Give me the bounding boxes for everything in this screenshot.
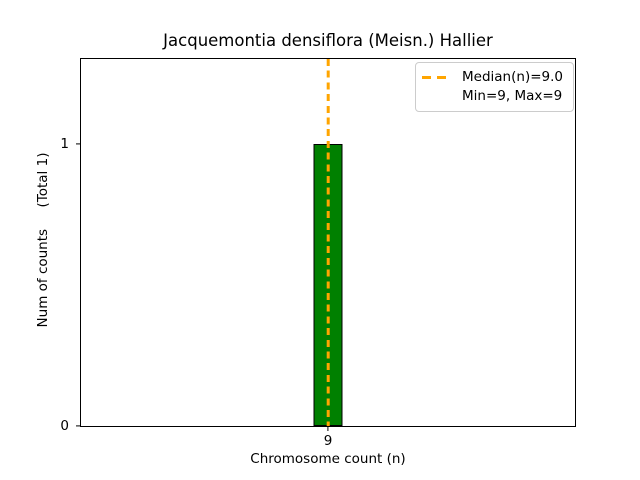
- y-axis-label: Num of counts (Total 1): [35, 152, 51, 328]
- legend-spacer: [422, 95, 452, 98]
- y-tick-label-0: 0: [60, 418, 69, 434]
- legend-label-median: Median(n)=9.0: [462, 69, 563, 85]
- legend-label-minmax: Min=9, Max=9: [462, 88, 563, 104]
- y-tick-mark: [76, 143, 81, 145]
- x-tick-label-9: 9: [323, 433, 333, 449]
- plot-area: 0 1 9 Median(n)=9.0 Min=9, Max=9: [60, 58, 576, 449]
- x-tick-mark: [327, 426, 329, 431]
- x-axis-label: Chromosome count (n): [250, 451, 406, 467]
- median-line: [326, 59, 330, 426]
- chart-title: Jacquemontia densiflora (Meisn.) Hallier: [163, 31, 493, 50]
- median-dashed-line-sample: [422, 76, 453, 79]
- legend-row-minmax: Min=9, Max=9: [422, 87, 563, 106]
- legend-row-median: Median(n)=9.0: [422, 68, 563, 87]
- legend: Median(n)=9.0 Min=9, Max=9: [415, 62, 574, 112]
- y-tick-mark: [76, 425, 81, 427]
- y-tick-label-1: 1: [60, 135, 69, 152]
